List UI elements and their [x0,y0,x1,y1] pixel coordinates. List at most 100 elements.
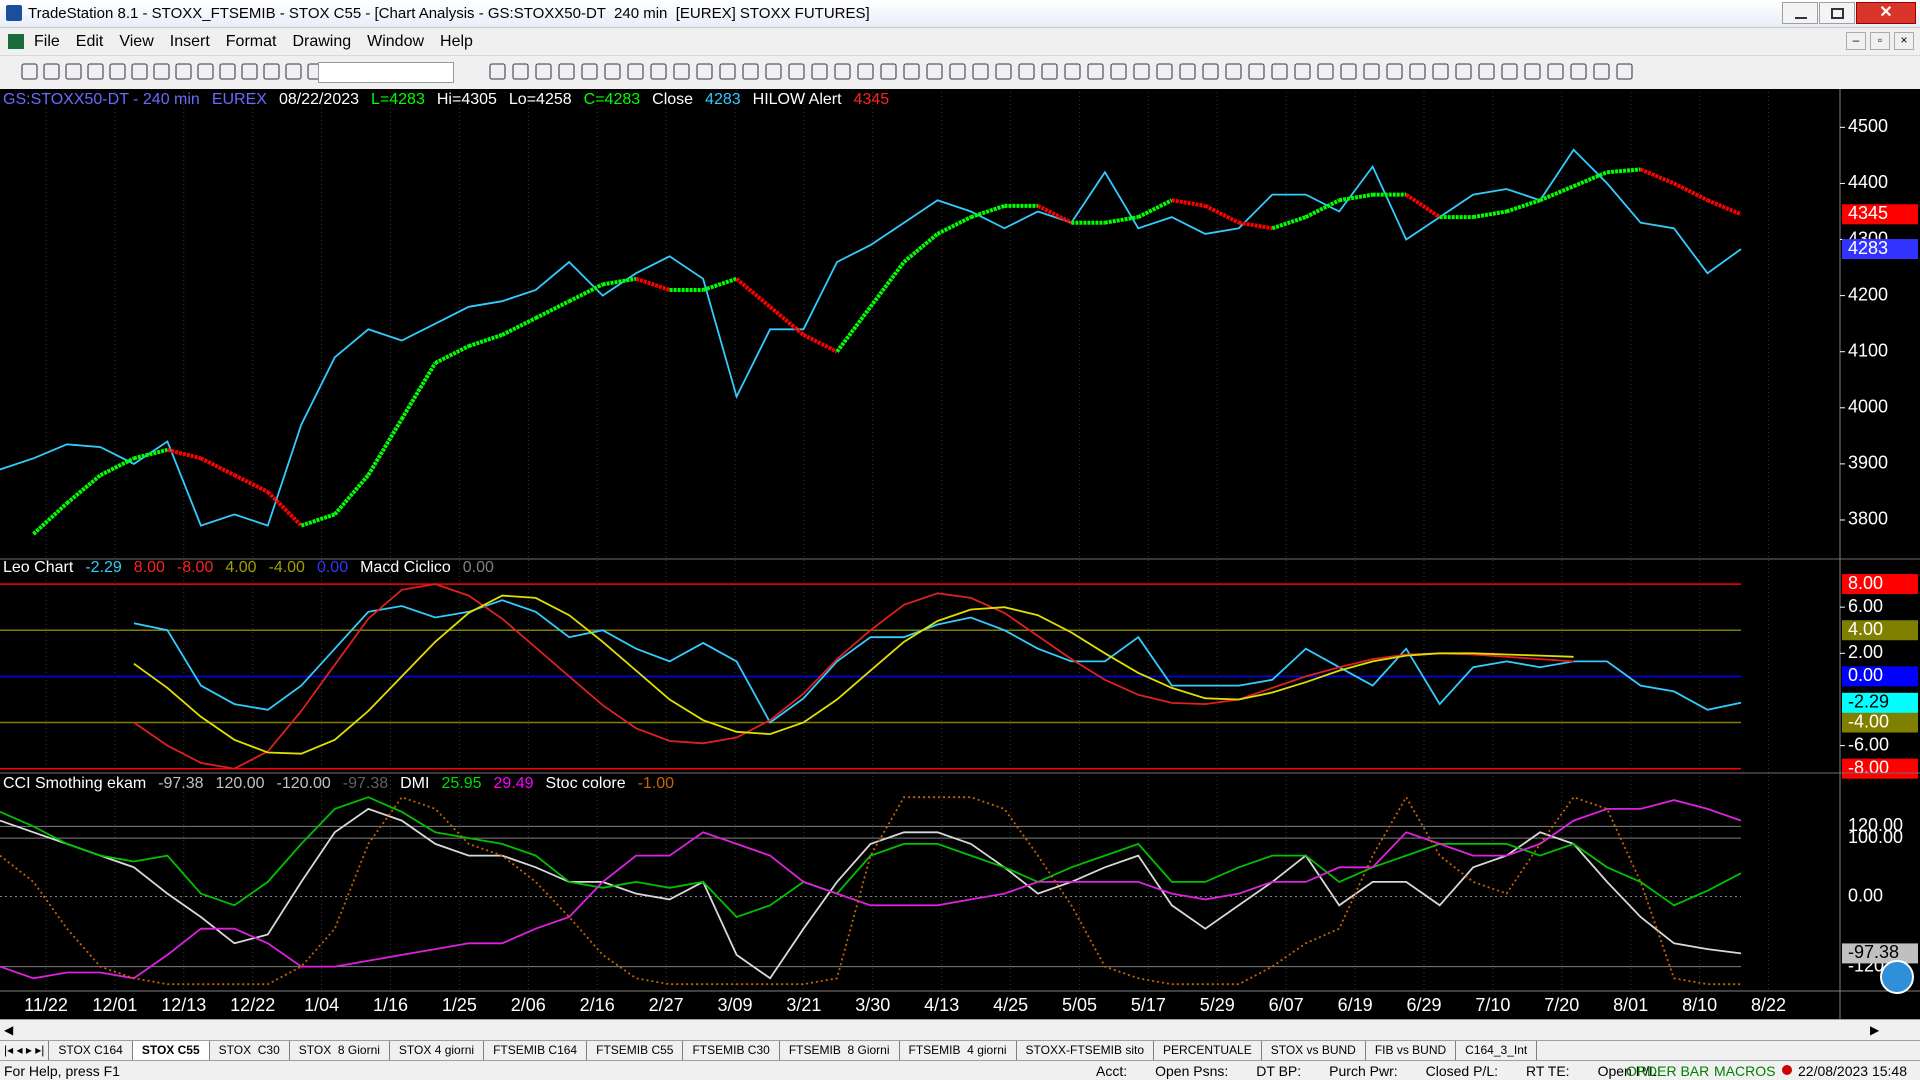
sheet-tab[interactable]: STOX C30 [210,1041,290,1060]
close-button[interactable]: ✕ [1856,2,1916,24]
toolbar-button[interactable] [742,63,759,80]
toolbar-button[interactable] [995,63,1012,80]
toolbar-button[interactable] [1501,63,1518,80]
toolbar-button[interactable] [765,63,782,80]
toolbar-button[interactable] [241,63,258,80]
menu-item[interactable]: Help [440,33,473,50]
toolbar-button[interactable] [535,63,552,80]
toolbar-button[interactable] [263,63,280,80]
toolbar-button[interactable] [87,63,104,80]
toolbar-button[interactable] [1202,63,1219,80]
minimize-button[interactable] [1782,2,1818,24]
toolbar-button[interactable] [926,63,943,80]
toolbar-button[interactable] [719,63,736,80]
sheet-tab[interactable]: PERCENTUALE [1154,1041,1262,1060]
toolbar-button[interactable] [1248,63,1265,80]
sheet-tab[interactable]: STOX 4 giorni [390,1041,485,1060]
toolbar-button[interactable] [1018,63,1035,80]
order-bar[interactable]: ORDER BAR [1626,1063,1710,1079]
toolbar-button[interactable] [131,63,148,80]
toolbar-button[interactable] [627,63,644,80]
horizontal-scrollbar[interactable]: ◀ ▶ [0,960,1920,1040]
sheet-tab[interactable]: STOX 8 Giorni [290,1041,390,1060]
toolbar-button[interactable] [788,63,805,80]
toolbar-button[interactable] [1041,63,1058,80]
sheet-tab[interactable]: FTSEMIB 8 Giorni [780,1041,900,1060]
toolbar-button[interactable] [1317,63,1334,80]
sheet-tab[interactable]: C164_3_Int [1456,1041,1538,1060]
toolbar-button[interactable] [1225,63,1242,80]
toolbar-button[interactable] [1432,63,1449,80]
toolbar-button[interactable] [581,63,598,80]
toolbar-button[interactable] [857,63,874,80]
menu-item[interactable]: Insert [169,33,210,50]
toolbar-button[interactable] [1110,63,1127,80]
toolbar-button[interactable] [949,63,966,80]
sync-icon[interactable] [1880,960,1914,994]
toolbar-button[interactable] [834,63,851,80]
mdi-restore[interactable]: ▫ [1870,32,1890,50]
toolbar-button[interactable] [1156,63,1173,80]
menu-item[interactable]: Window [367,33,425,50]
menu-item[interactable]: File [34,33,60,50]
toolbar-button[interactable] [109,63,126,80]
sheet-tab[interactable]: FTSEMIB C30 [683,1041,780,1060]
menu-item[interactable]: View [119,33,154,50]
menu-item[interactable]: Drawing [292,33,352,50]
toolbar-button[interactable] [1064,63,1081,80]
sheet-tab[interactable]: FTSEMIB C164 [484,1041,588,1060]
toolbar-button[interactable] [1087,63,1104,80]
menu-item[interactable]: Edit [75,33,104,50]
toolbar-button[interactable] [811,63,828,80]
toolbar-button[interactable] [880,63,897,80]
toolbar-button[interactable] [1386,63,1403,80]
toolbar-button[interactable] [650,63,667,80]
toolbar-button[interactable] [1294,63,1311,80]
toolbar-button[interactable] [604,63,621,80]
sheet-tab[interactable]: FIB vs BUND [1366,1041,1457,1060]
toolbar-button[interactable] [1271,63,1288,80]
scroll-right[interactable]: ▶ [1870,1023,1880,1037]
toolbar-button[interactable] [197,63,214,80]
macros[interactable]: MACROS [1714,1063,1776,1079]
sheet-tab[interactable]: STOX C164 [49,1041,133,1060]
toolbar-button[interactable] [175,63,192,80]
toolbar-button[interactable] [43,63,60,80]
symbol-dropdown[interactable] [318,62,454,83]
toolbar-button[interactable] [1133,63,1150,80]
toolbar-button[interactable] [1547,63,1564,80]
toolbar-button[interactable] [972,63,989,80]
toolbar-button[interactable] [1363,63,1380,80]
toolbar-button[interactable] [219,63,236,80]
menu-item[interactable]: Format [225,33,277,50]
toolbar-button[interactable] [285,63,302,80]
toolbar-button[interactable] [1616,63,1633,80]
sheet-tab[interactable]: FTSEMIB 4 giorni [900,1041,1017,1060]
toolbar-button[interactable] [1340,63,1357,80]
toolbar-button[interactable] [1524,63,1541,80]
toolbar-button[interactable] [558,63,575,80]
mdi-close[interactable]: × [1894,32,1914,50]
sheet-tab[interactable]: FTSEMIB C55 [587,1041,684,1060]
toolbar-button[interactable] [21,63,38,80]
maximize-button[interactable] [1819,2,1855,24]
toolbar-button[interactable] [1455,63,1472,80]
toolbar-button[interactable] [65,63,82,80]
toolbar-button[interactable] [512,63,529,80]
toolbar-button[interactable] [673,63,690,80]
toolbar-button[interactable] [1409,63,1426,80]
toolbar-button[interactable] [1478,63,1495,80]
toolbar-button[interactable] [1179,63,1196,80]
sheet-tab[interactable]: STOX C55 [132,1041,210,1060]
toolbar-button[interactable] [696,63,713,80]
toolbar-button[interactable] [903,63,920,80]
scroll-left[interactable]: ◀ [4,1023,14,1037]
tab-nav[interactable]: |◂ ◂ ▸ ▸| [0,1041,50,1060]
toolbar-button[interactable] [1593,63,1610,80]
toolbar-button[interactable] [1570,63,1587,80]
toolbar-button[interactable] [489,63,506,80]
sheet-tab[interactable]: STOX vs BUND [1262,1041,1366,1060]
mdi-minimize[interactable]: – [1846,32,1866,50]
toolbar-button[interactable] [153,63,170,80]
sheet-tab[interactable]: STOXX-FTSEMIB sito [1017,1041,1155,1060]
